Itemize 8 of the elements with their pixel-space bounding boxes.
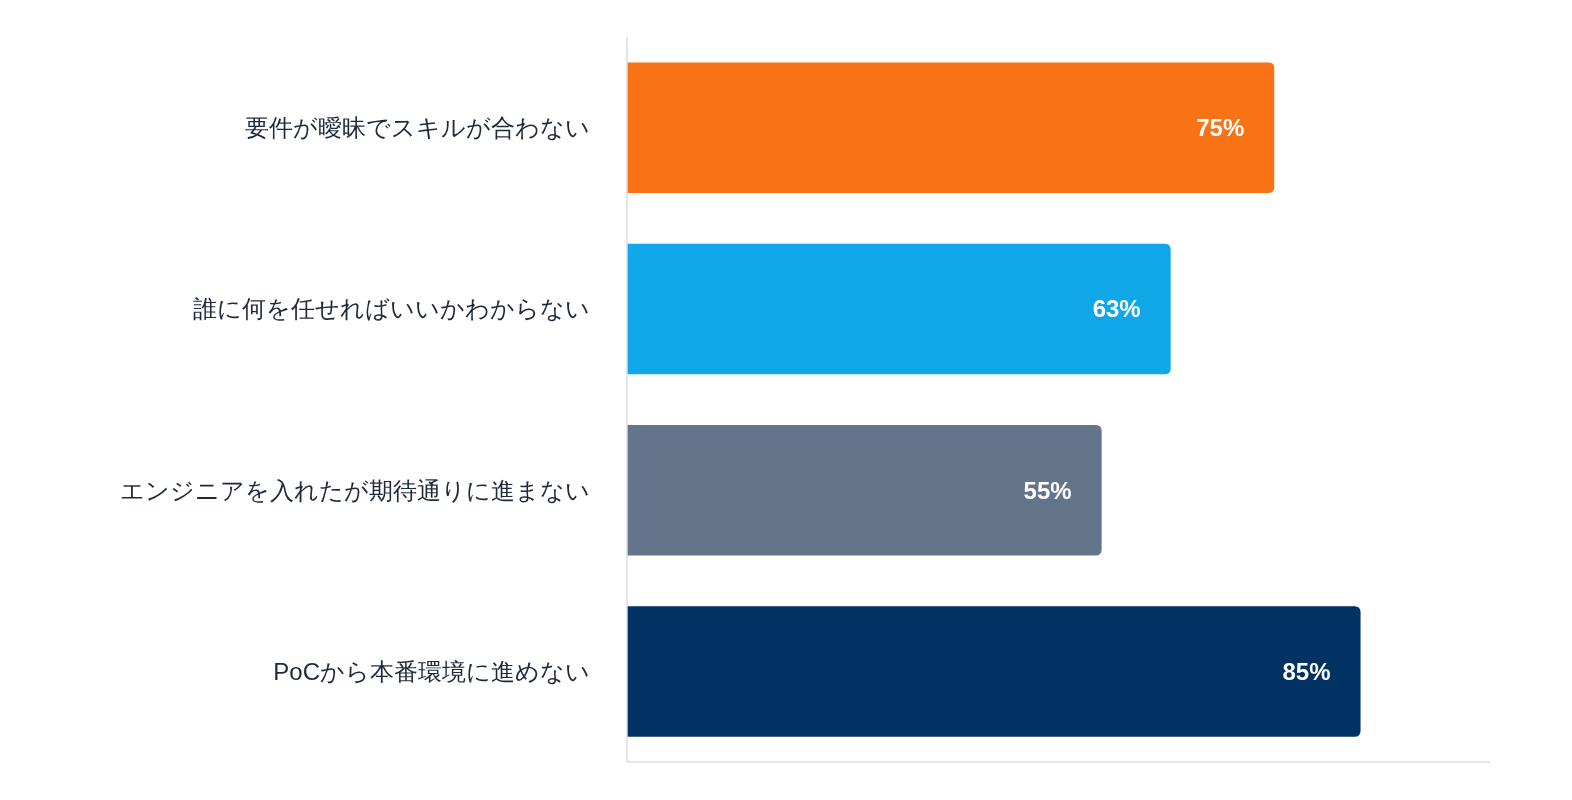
data-label: 85% <box>1282 657 1331 685</box>
y-tick-label: PoCから本番環境に進めない <box>273 657 590 685</box>
data-label: 63% <box>1092 295 1141 323</box>
data-label: 55% <box>1023 476 1072 504</box>
y-tick-label: 誰に何を任せればいいかわからない <box>193 295 590 323</box>
y-tick-label: エンジニアを入れたが期待通りに進まない <box>120 476 590 504</box>
data-label: 75% <box>1196 114 1245 142</box>
y-tick-label: 要件が曖昧でスキルが合わない <box>245 114 590 142</box>
